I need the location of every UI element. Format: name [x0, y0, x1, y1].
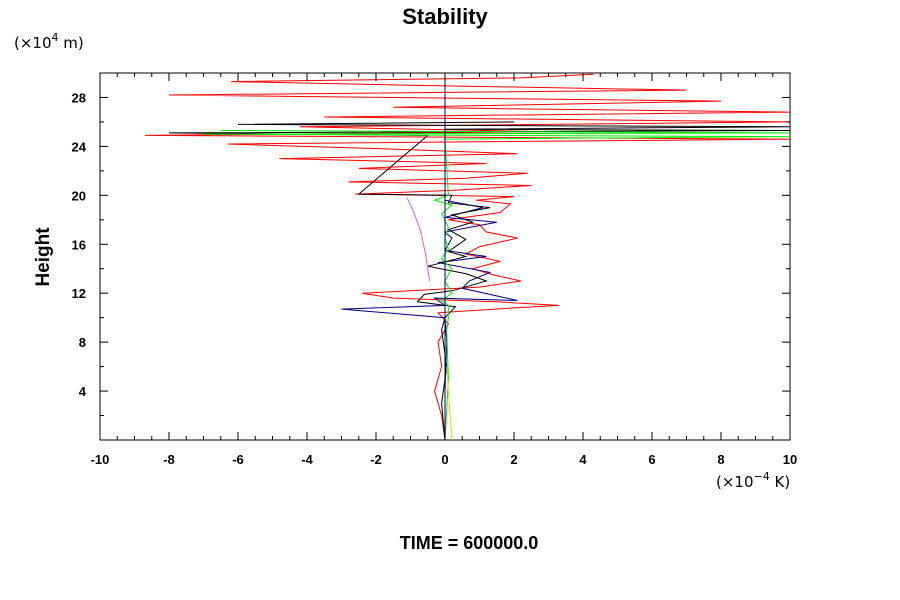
chart-title: Stability — [402, 4, 488, 29]
y-tick-label: 16 — [72, 237, 86, 252]
y-tick-label: 24 — [72, 139, 87, 154]
x-tick-label: 0 — [441, 452, 448, 467]
x-tick-label: 4 — [579, 452, 587, 467]
x-tick-label: -8 — [163, 452, 175, 467]
y-axis-label: Height — [33, 227, 54, 287]
x-unit-label: (×10−4 K) — [716, 470, 790, 491]
x-tick-label: 2 — [510, 452, 517, 467]
y-unit-label: (×104 m) — [14, 31, 84, 52]
series-line-red — [144, 73, 790, 440]
series-group — [144, 73, 790, 440]
series-line-green — [203, 130, 790, 440]
y-tick-label: 28 — [72, 90, 86, 105]
x-tick-label: 6 — [648, 452, 655, 467]
x-tick-label: 10 — [783, 452, 797, 467]
time-footer: TIME = 600000.0 — [400, 533, 539, 553]
x-tick-label: 8 — [717, 452, 724, 467]
x-tick-label: -10 — [91, 452, 110, 467]
y-tick-label: 8 — [79, 335, 86, 350]
y-tick-label: 20 — [72, 188, 86, 203]
y-tick-label: 4 — [79, 384, 87, 399]
x-tick-label: -4 — [301, 452, 313, 467]
series-line-black — [168, 121, 790, 440]
series-line-violet — [406, 197, 430, 282]
series-line-yellow — [446, 366, 453, 440]
x-tick-label: -6 — [232, 452, 244, 467]
x-tick-label: -2 — [370, 452, 382, 467]
y-tick-label: 12 — [72, 286, 86, 301]
